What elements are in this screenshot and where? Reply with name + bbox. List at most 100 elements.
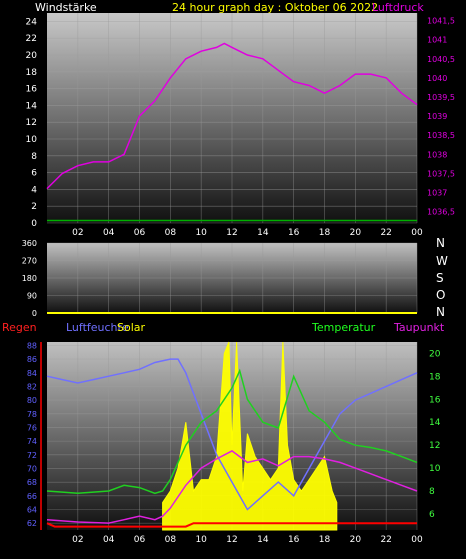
- y-right-tick-label: 6: [429, 510, 435, 520]
- y-left-tick-label: 10: [26, 135, 38, 145]
- y-right-tick-label: 14: [429, 418, 441, 428]
- x-tick-label: 20: [350, 535, 362, 545]
- solar-area: [162, 341, 338, 531]
- y-right-tick-label: 1041: [427, 36, 447, 45]
- y-left-tick-label: 2: [31, 202, 37, 212]
- y-right-tick-label: 1040: [427, 74, 447, 83]
- y-tick-label: 90: [27, 292, 37, 301]
- x-tick-label: 06: [134, 228, 146, 238]
- compass-o: O: [436, 288, 445, 302]
- temperature-line: [46, 368, 418, 495]
- header-right: Luftdruck: [372, 1, 424, 14]
- x-tick-label: 10: [195, 228, 207, 238]
- x-tick-label: 22: [380, 228, 391, 238]
- y-left-tick-label: 86: [27, 355, 37, 364]
- y-left-tick-label: 20: [26, 51, 38, 61]
- y-right-tick-label: 1040,5: [427, 55, 455, 64]
- y-left-tick-label: 22: [26, 34, 37, 44]
- y-left-tick-label: 16: [26, 85, 38, 95]
- x-tick-label: 08: [165, 535, 177, 545]
- x-tick-label: 16: [288, 228, 300, 238]
- humidity-line: [46, 358, 418, 511]
- panel1-x-ticks: 02 04 06 08 10 12 14 16 18 20 22 00: [72, 228, 423, 238]
- y-tick-label: 0: [32, 309, 37, 318]
- legend-taupunkt: Taupunkt: [393, 321, 445, 334]
- x-tick-label: 22: [380, 535, 391, 545]
- y-left-tick-label: 24: [26, 17, 38, 27]
- y-tick-label: 270: [22, 257, 37, 266]
- compass-w: W: [436, 254, 448, 268]
- header-left: Windstärke: [35, 1, 97, 14]
- y-tick-label: 360: [22, 239, 37, 248]
- x-tick-label: 12: [226, 535, 237, 545]
- y-left-tick-label: 78: [27, 410, 37, 419]
- x-tick-label: 04: [103, 535, 115, 545]
- y-right-tick-label: 8: [429, 487, 435, 497]
- x-tick-label: 18: [319, 535, 331, 545]
- y-left-tick-label: 74: [27, 437, 37, 446]
- y-left-tick-label: 64: [27, 505, 37, 514]
- y-right-tick-label: 1039,5: [427, 93, 455, 102]
- x-tick-label: 02: [72, 535, 83, 545]
- panel1-grid: [47, 13, 418, 224]
- x-tick-label: 00: [411, 535, 423, 545]
- y-right-tick-label: 20: [429, 349, 441, 359]
- panel1-y-right-ticks: 1036,5 1037 1037,5 1038 1038,5 1039 1039,5 1040…: [427, 17, 455, 217]
- y-left-tick-label: 70: [27, 464, 37, 473]
- y-right-tick-label: 10: [429, 464, 441, 474]
- y-left-tick-label: 6: [31, 169, 37, 179]
- legend-regen: Regen: [2, 321, 37, 334]
- legend-solar: Solar: [117, 321, 146, 334]
- pressure-line: [46, 42, 418, 190]
- y-left-tick-label: 8: [31, 152, 37, 162]
- dewpoint-line: [46, 450, 418, 524]
- y-left-tick-label: 0: [31, 219, 37, 229]
- y-left-tick-label: 88: [27, 341, 37, 350]
- x-tick-label: 14: [257, 228, 269, 238]
- y-right-tick-label: 1041,5: [427, 17, 455, 26]
- y-right-tick-label: 1036,5: [427, 208, 455, 217]
- y-right-tick-label: 1038,5: [427, 131, 455, 140]
- y-left-tick-label: 18: [26, 68, 38, 78]
- y-left-tick-label: 66: [27, 492, 37, 501]
- x-tick-label: 02: [72, 228, 83, 238]
- x-tick-label: 16: [288, 535, 300, 545]
- y-right-tick-label: 1039: [427, 112, 447, 121]
- y-tick-label: 180: [22, 274, 37, 283]
- y-left-tick-label: 82: [27, 382, 37, 391]
- y-left-tick-label: 12: [26, 118, 37, 128]
- x-tick-label: 06: [134, 535, 146, 545]
- legend-temperatur: Temperatur: [311, 321, 376, 334]
- y-left-tick-label: 76: [27, 423, 37, 432]
- y-left-tick-label: 80: [27, 396, 37, 405]
- legend-luftfeuchte: Luftfeuchte: [66, 321, 129, 334]
- panel3-x-ticks: 02 04 06 08 10 12 14 16 18 20 22 00: [72, 535, 423, 545]
- y-left-tick-label: 72: [27, 451, 37, 460]
- header-center: 24 hour graph day : Oktober 06 2022: [172, 1, 378, 14]
- panel3-y-right-ticks: 6 8 10 12 14 16 18 20: [429, 349, 441, 519]
- y-right-tick-label: 16: [429, 395, 441, 405]
- y-right-tick-label: 1038: [427, 150, 447, 159]
- rain-line: [46, 522, 417, 528]
- x-tick-label: 04: [103, 228, 115, 238]
- x-tick-label: 00: [411, 228, 423, 238]
- x-tick-label: 18: [319, 228, 331, 238]
- x-tick-label: 10: [195, 535, 207, 545]
- y-left-tick-label: 14: [26, 101, 38, 111]
- y-left-tick-label: 4: [31, 185, 37, 195]
- panel2-y-ticks: 0 90 180 270 360: [22, 239, 37, 318]
- compass-n-bottom: N: [436, 305, 445, 319]
- y-left-tick-label: 84: [27, 369, 37, 378]
- x-tick-label: 12: [226, 228, 237, 238]
- panel3-y-left-ticks: 62 64 66 68 70 72 74 76 78 80 82 84 86 88: [27, 341, 37, 528]
- x-tick-label: 08: [165, 228, 177, 238]
- y-right-tick-label: 1037: [427, 188, 447, 197]
- x-tick-label: 14: [257, 535, 269, 545]
- compass-labels: N W S O N: [436, 236, 448, 319]
- y-left-tick-label: 62: [27, 519, 37, 528]
- compass-s: S: [436, 271, 444, 285]
- y-right-tick-label: 18: [429, 372, 441, 382]
